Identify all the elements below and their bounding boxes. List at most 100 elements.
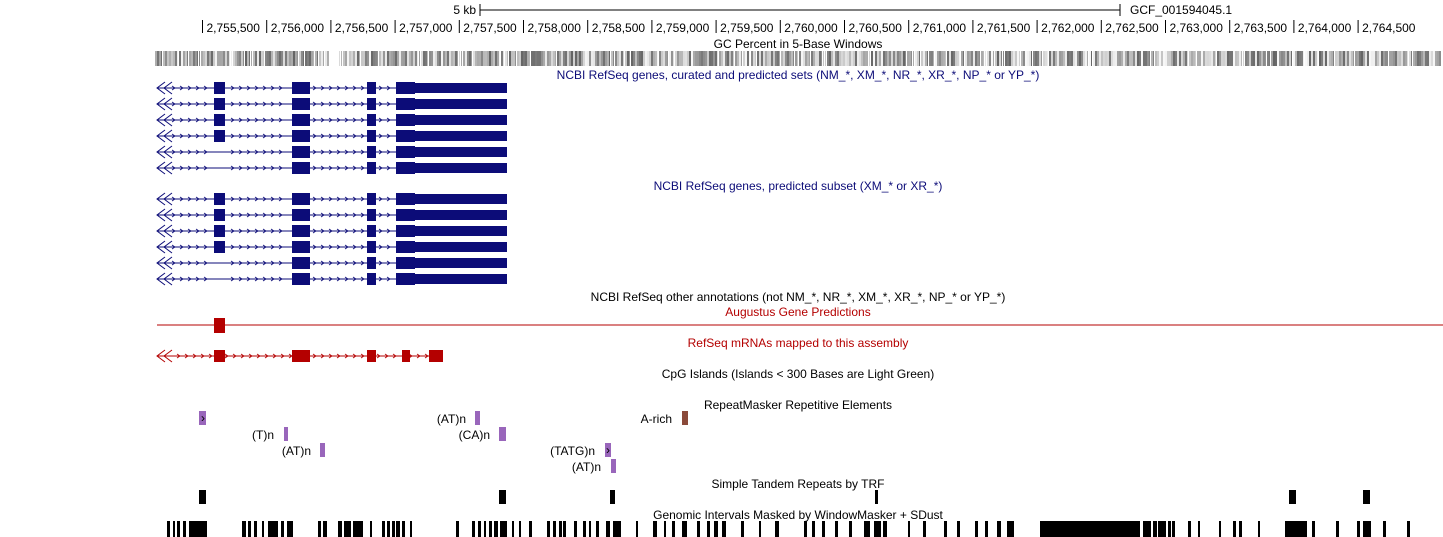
mrna-exon[interactable]	[429, 350, 443, 362]
masked-interval[interactable]	[606, 521, 610, 537]
repeat-element[interactable]	[475, 411, 480, 425]
masked-interval[interactable]	[547, 521, 550, 537]
exon[interactable]	[396, 146, 415, 158]
exon[interactable]	[367, 241, 376, 253]
utr-block[interactable]	[415, 242, 507, 252]
trf-track-title[interactable]: Simple Tandem Repeats by TRF	[712, 477, 885, 491]
masked-interval[interactable]	[1153, 521, 1157, 537]
masked-interval[interactable]	[1258, 521, 1260, 537]
masked-interval[interactable]	[1383, 521, 1386, 537]
masked-interval[interactable]	[1407, 521, 1410, 537]
masked-interval[interactable]	[923, 521, 926, 537]
masked-interval[interactable]	[1168, 521, 1171, 537]
masked-interval[interactable]	[563, 521, 566, 537]
exon[interactable]	[292, 257, 310, 269]
trf-element[interactable]	[199, 490, 206, 504]
exon[interactable]	[396, 130, 415, 142]
exon[interactable]	[396, 98, 415, 110]
trf-element[interactable]	[610, 490, 615, 504]
exon[interactable]	[367, 98, 376, 110]
masked-interval[interactable]	[500, 521, 507, 537]
masked-interval[interactable]	[583, 521, 586, 537]
exon[interactable]	[367, 209, 376, 221]
refseq-predicted-track[interactable]	[156, 192, 507, 286]
masked-interval[interactable]	[392, 521, 395, 537]
exon[interactable]	[367, 273, 376, 285]
masked-interval[interactable]	[944, 521, 947, 537]
exon[interactable]	[396, 114, 415, 126]
exon[interactable]	[214, 225, 225, 237]
exon[interactable]	[396, 162, 415, 174]
masked-interval[interactable]	[1158, 521, 1166, 537]
masked-interval[interactable]	[396, 521, 400, 537]
trf-element[interactable]	[1289, 490, 1296, 504]
mrna-exon[interactable]	[292, 350, 310, 362]
exon[interactable]	[214, 82, 225, 94]
refseq-curated-track[interactable]	[156, 81, 507, 175]
masked-interval[interactable]	[173, 521, 175, 537]
exon[interactable]	[292, 273, 310, 285]
masked-interval[interactable]	[472, 521, 475, 537]
refseq-curated-track-title[interactable]: NCBI RefSeq genes, curated and predicted…	[557, 68, 1040, 82]
masked-interval[interactable]	[596, 521, 599, 537]
repeat-element-arich[interactable]	[682, 411, 688, 425]
masked-interval[interactable]	[741, 521, 744, 537]
exon[interactable]	[292, 209, 310, 221]
masked-interval[interactable]	[714, 521, 718, 537]
masked-interval[interactable]	[1172, 521, 1175, 537]
trf-element[interactable]	[875, 490, 878, 504]
utr-block[interactable]	[415, 226, 507, 236]
exon[interactable]	[367, 225, 376, 237]
masked-interval[interactable]	[183, 521, 186, 537]
masked-interval[interactable]	[682, 521, 687, 537]
utr-block[interactable]	[415, 274, 507, 284]
masked-interval[interactable]	[664, 521, 666, 537]
repeat-element[interactable]	[499, 427, 506, 441]
exon[interactable]	[214, 209, 225, 221]
utr-block[interactable]	[415, 210, 507, 220]
utr-block[interactable]	[415, 163, 507, 173]
masked-interval[interactable]	[1007, 521, 1014, 537]
masked-interval[interactable]	[553, 521, 556, 537]
masked-interval[interactable]	[722, 521, 726, 537]
exon[interactable]	[292, 130, 310, 142]
exon[interactable]	[396, 257, 415, 269]
masked-interval[interactable]	[849, 521, 852, 537]
exon[interactable]	[396, 225, 415, 237]
masked-interval[interactable]	[864, 521, 870, 537]
gc-percent-track[interactable]	[155, 51, 1441, 66]
masked-interval[interactable]	[636, 521, 638, 537]
masked-interval[interactable]	[1198, 521, 1200, 537]
masked-interval[interactable]	[382, 521, 385, 537]
exon[interactable]	[396, 209, 415, 221]
masked-interval[interactable]	[589, 521, 591, 537]
repeat-element[interactable]	[320, 443, 325, 457]
exon[interactable]	[367, 257, 376, 269]
exon[interactable]	[214, 114, 225, 126]
masked-interval[interactable]	[489, 521, 492, 537]
exon[interactable]	[292, 114, 310, 126]
refseq-other-track-title[interactable]: NCBI RefSeq other annotations (not NM_*,…	[591, 290, 1006, 304]
masked-interval[interactable]	[1285, 521, 1307, 537]
exon[interactable]	[214, 241, 225, 253]
masked-interval[interactable]	[1143, 521, 1151, 537]
repeat-element[interactable]	[199, 411, 206, 425]
exon[interactable]	[367, 146, 376, 158]
exon[interactable]	[214, 193, 225, 205]
mrna-exon[interactable]	[214, 350, 225, 362]
masked-interval[interactable]	[985, 521, 988, 537]
masked-interval[interactable]	[370, 521, 372, 537]
masked-interval[interactable]	[697, 521, 700, 537]
masked-interval[interactable]	[189, 521, 207, 537]
masked-interval[interactable]	[1219, 521, 1221, 537]
exon[interactable]	[396, 193, 415, 205]
masked-interval[interactable]	[1363, 521, 1371, 537]
masked-interval[interactable]	[1188, 521, 1191, 537]
exon[interactable]	[292, 82, 310, 94]
masked-interval[interactable]	[1357, 521, 1360, 537]
exon[interactable]	[367, 114, 376, 126]
masked-interval[interactable]	[613, 521, 621, 537]
exon[interactable]	[292, 193, 310, 205]
exon[interactable]	[292, 98, 310, 110]
